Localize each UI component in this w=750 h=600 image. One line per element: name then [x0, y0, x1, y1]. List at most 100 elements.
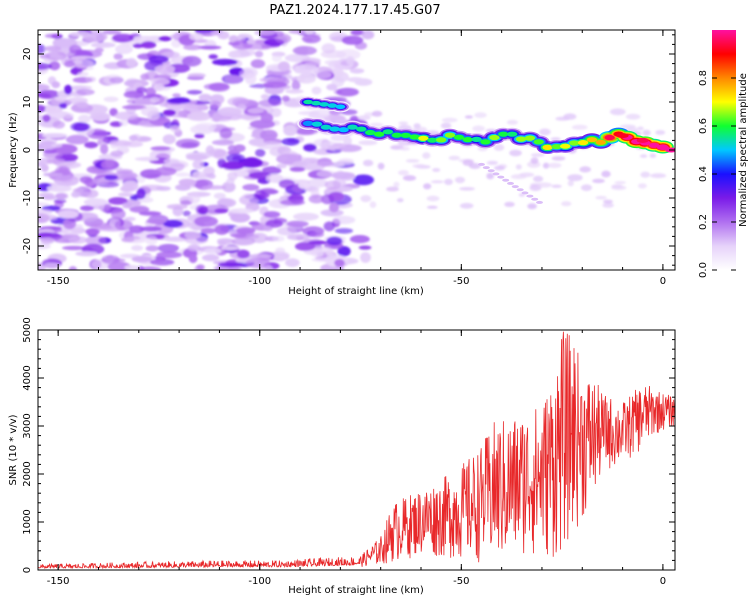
noise-blob	[196, 264, 205, 270]
noise-blob	[231, 237, 256, 246]
top-x-axis-label: Height of straight line (km)	[288, 286, 424, 297]
noise-blob	[182, 210, 191, 217]
noise-blob	[262, 166, 282, 175]
noise-blob	[601, 170, 611, 178]
noise-blob	[122, 202, 132, 209]
heatmap-noise-blobs	[38, 30, 667, 270]
noise-blob	[101, 255, 120, 265]
noise-blob	[163, 158, 180, 164]
ridge-blob	[489, 134, 500, 141]
noise-blob	[571, 124, 588, 130]
noise-blob	[46, 185, 72, 192]
noise-blob	[153, 83, 165, 92]
noise-blob	[423, 183, 432, 190]
bottom-y-axis-label: SNR (10 * v/v)	[8, 414, 19, 485]
noise-blob	[324, 180, 341, 190]
noise-blob	[259, 129, 278, 141]
noise-blob	[285, 258, 300, 268]
noise-blob	[51, 81, 61, 89]
trail-blob	[492, 172, 500, 176]
noise-blob	[250, 59, 266, 69]
noise-blob	[218, 262, 244, 268]
noise-blob	[169, 34, 180, 39]
noise-blob	[183, 44, 202, 51]
noise-blob	[550, 137, 561, 141]
noise-blob	[358, 140, 378, 146]
noise-blob	[386, 186, 399, 192]
noise-blob	[595, 195, 607, 200]
noise-blob	[371, 110, 383, 117]
noise-blob	[468, 163, 481, 169]
noise-blob	[398, 121, 409, 125]
noise-blob	[218, 241, 227, 246]
noise-blob	[278, 179, 296, 189]
ridge-blob	[569, 140, 580, 146]
noise-blob	[204, 248, 222, 255]
noise-blob	[181, 55, 202, 67]
ridge-blob	[551, 144, 562, 150]
noise-blob	[118, 192, 134, 197]
noise-blob	[402, 175, 417, 181]
noise-blob	[112, 33, 134, 43]
y-tick-label: 20	[22, 48, 33, 61]
noise-blob	[255, 148, 266, 157]
noise-blob	[145, 245, 159, 252]
colorbar-tick-label: 0.6	[698, 118, 709, 134]
noise-blob	[227, 96, 250, 107]
noise-blob	[331, 67, 344, 78]
noise-blob	[405, 159, 420, 163]
ridge-blob	[373, 131, 385, 137]
noise-blob	[412, 163, 427, 169]
bottom-plot-frame	[37, 329, 676, 571]
upper-branch-blob	[303, 99, 313, 105]
noise-blob	[426, 195, 440, 202]
noise-blob	[136, 188, 146, 200]
ridge-blob	[586, 137, 598, 143]
noise-blob	[307, 178, 329, 188]
noise-blob	[281, 95, 290, 102]
colorbar-label: Normalized spectral amplitude	[738, 73, 749, 227]
noise-blob	[219, 127, 233, 139]
noise-blob	[426, 205, 438, 209]
noise-blob	[175, 172, 190, 177]
trail-blob	[516, 188, 524, 192]
y-tick-label: 10	[22, 96, 33, 109]
noise-blob	[536, 182, 553, 188]
noise-blob	[112, 171, 138, 181]
noise-blob	[140, 73, 150, 81]
noise-blob	[276, 163, 287, 169]
noise-blob	[64, 84, 73, 95]
noise-blob	[172, 93, 181, 98]
noise-blob	[515, 164, 522, 170]
noise-blob	[504, 201, 515, 207]
noise-blob	[214, 224, 230, 235]
noise-blob	[271, 53, 283, 63]
noise-blob	[124, 216, 136, 222]
ridge-blob	[436, 137, 447, 143]
noise-blob	[336, 49, 361, 61]
noise-blob	[281, 137, 300, 146]
noise-blob	[567, 180, 574, 187]
noise-blob	[277, 61, 290, 72]
noise-blob	[212, 58, 238, 66]
noise-blob	[277, 226, 296, 236]
trail-blob	[487, 169, 495, 173]
noise-blob	[172, 206, 184, 217]
ridge-blob	[542, 144, 553, 150]
noise-blob	[337, 158, 354, 165]
noise-blob	[230, 232, 247, 238]
noise-blob	[650, 173, 667, 179]
noise-blob	[53, 198, 67, 204]
noise-blob	[273, 255, 286, 262]
ridge-blob	[347, 124, 358, 130]
noise-blob	[77, 71, 89, 77]
colorbar-tick-label: 0.8	[698, 70, 709, 86]
ridge-blob	[427, 137, 438, 143]
noise-blob	[170, 163, 185, 168]
noise-blob	[154, 167, 177, 176]
x-tick-label: -100	[248, 276, 271, 287]
y-tick-label: 2000	[22, 461, 33, 486]
noise-blob	[180, 200, 193, 206]
x-tick-label: -150	[47, 576, 70, 587]
noise-blob	[580, 184, 593, 191]
